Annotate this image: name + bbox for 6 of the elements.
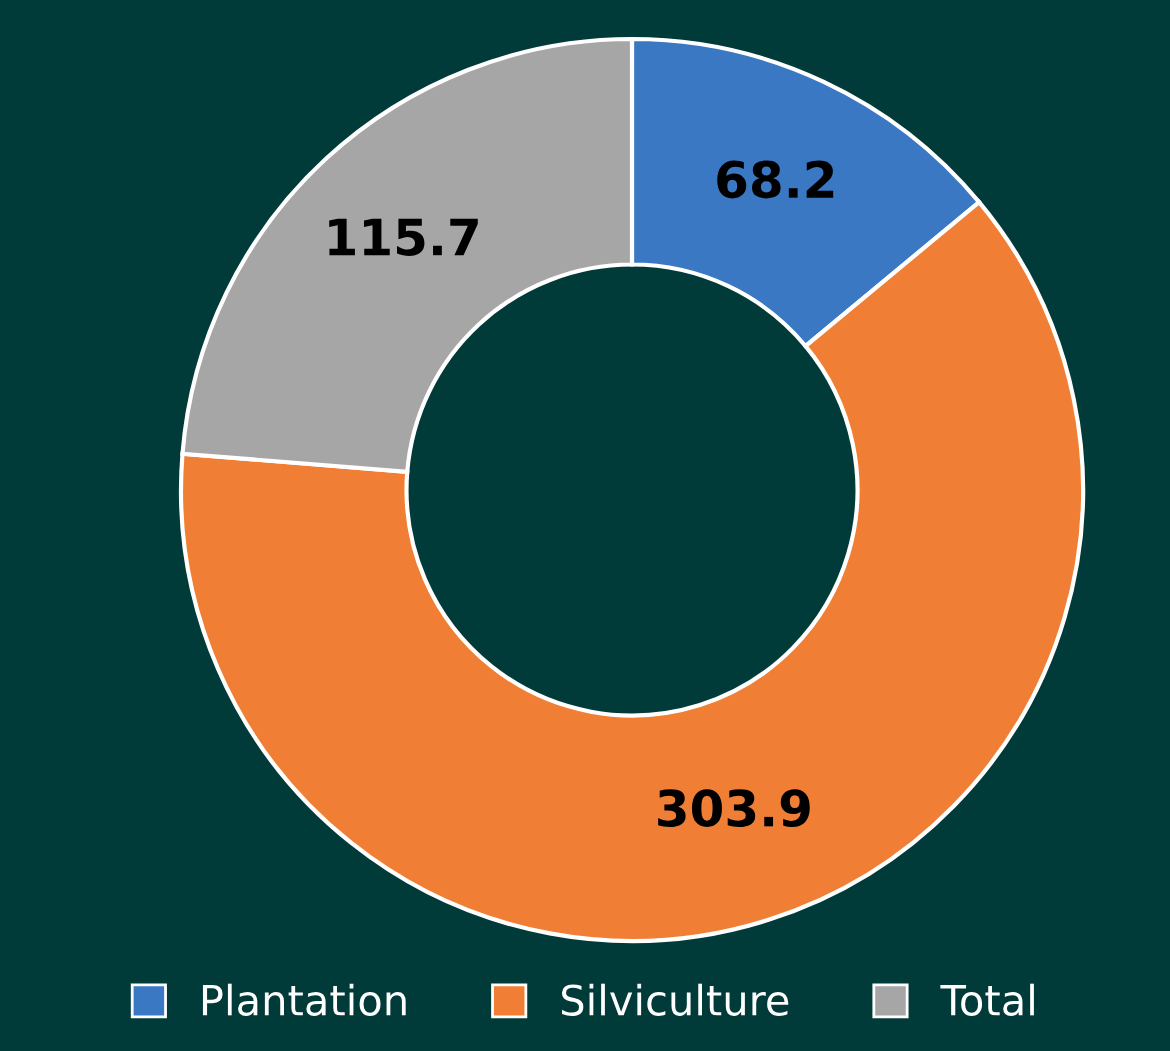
- legend-label: Total: [940, 983, 1034, 1016]
- data-label: 115.7: [329, 218, 478, 256]
- legend-label: Plantation: [202, 983, 406, 1016]
- legend-label: Silviculture: [561, 983, 789, 1016]
- data-label: 303.9: [658, 789, 810, 828]
- data-label: 68.2: [717, 160, 834, 199]
